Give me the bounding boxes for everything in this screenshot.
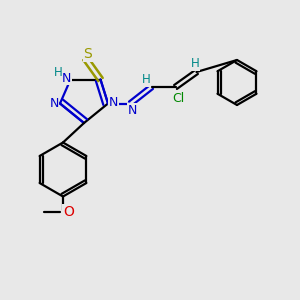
Text: N: N [62,71,72,85]
Text: H: H [142,73,151,86]
Text: N: N [127,103,137,117]
Text: N: N [49,97,59,110]
Text: O: O [63,205,74,218]
Text: H: H [190,57,200,70]
Text: S: S [83,47,92,61]
Text: N: N [109,95,118,109]
Text: H: H [53,65,62,79]
Text: Cl: Cl [172,92,184,105]
